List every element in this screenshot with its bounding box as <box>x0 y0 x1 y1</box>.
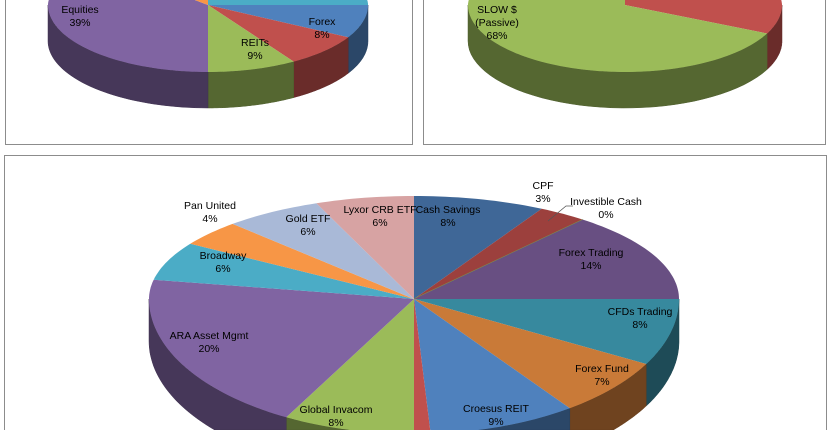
label-forex: Forex 8% <box>308 16 336 41</box>
pie-slice-2-0 <box>414 196 542 299</box>
label-cash-savings: Cash Savings 8% <box>415 204 481 229</box>
label-cfds-trading: CFDs Trading 8% <box>607 306 673 331</box>
pie-slice-2-1 <box>414 208 583 299</box>
label-forex-fund: Forex Fund 7% <box>575 363 629 388</box>
pie-slice-2-8 <box>286 299 414 430</box>
label-equities: Equities 39% <box>61 4 99 29</box>
pie-slice-0-5 <box>194 0 208 5</box>
label-forex-trading: Forex Trading 14% <box>558 247 624 272</box>
label-lyxor-crb-etf: Lyxor CRB ETF 6% <box>343 204 417 229</box>
pie-slice-1-1 <box>468 0 768 72</box>
label-investible-cash: Investible Cash 0% <box>570 196 642 221</box>
pie-slice-2-10 <box>153 243 414 299</box>
label-croesus-reit: Croesus REIT 9% <box>463 403 529 428</box>
label-slow-passive: SLOW $ (Passive) 68% <box>475 4 519 42</box>
label-global-invacom: Global Invacom 8% <box>299 404 373 429</box>
pie-slice-0-1 <box>208 5 368 38</box>
leader-line-investible-cash <box>547 205 573 222</box>
pie-slice-2-7 <box>414 299 431 430</box>
label-reits: REITs 9% <box>240 37 270 62</box>
pie-slice-2-4 <box>414 299 679 364</box>
pie-slice-2-12 <box>232 203 414 299</box>
label-broadway: Broadway 6% <box>199 250 247 275</box>
pie-slice-2-3 <box>414 219 679 299</box>
pie-slice-2-13 <box>316 196 414 299</box>
label-gold-etf: Gold ETF 6% <box>285 213 331 238</box>
pie-slice-2-9 <box>149 279 414 418</box>
pie-slice-1-0 <box>625 0 782 34</box>
pie-slice-2-6 <box>414 299 570 430</box>
pie-slice-0-2 <box>208 5 349 62</box>
pie-slice-2-5 <box>414 299 647 409</box>
pie-slice-0-4 <box>48 0 208 72</box>
pie-slice-0-0 <box>208 0 368 5</box>
label-ara-asset-mgmt: ARA Asset Mgmt 20% <box>169 330 249 355</box>
label-cpf: CPF 3% <box>532 180 554 205</box>
label-pan-united: Pan United 4% <box>184 200 236 225</box>
pie-slice-0-3 <box>208 5 294 72</box>
pie-slice-2-11 <box>190 223 414 299</box>
